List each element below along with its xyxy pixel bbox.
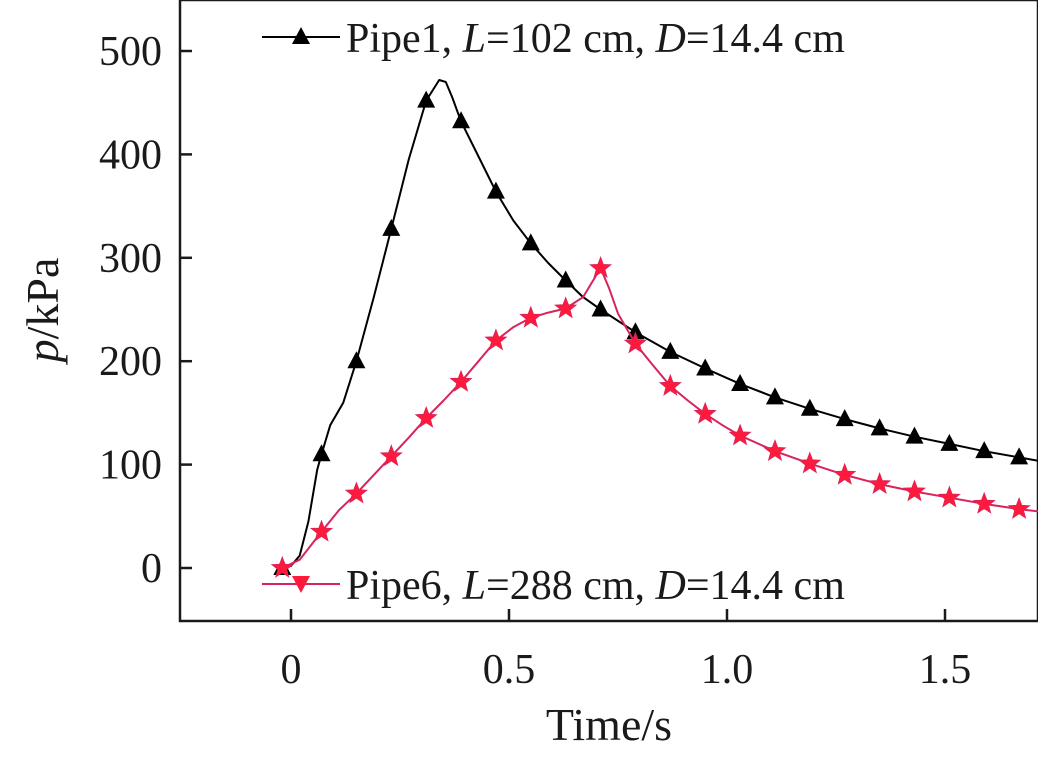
data-point-triangle	[591, 299, 610, 317]
x-tick-label: 0.5	[483, 647, 536, 693]
data-point-star	[868, 472, 892, 495]
x-tick-label: 1.0	[701, 647, 754, 693]
data-point-triangle	[1010, 447, 1029, 465]
y-axis-title: p/kPa	[17, 258, 68, 366]
data-point-star	[693, 401, 717, 424]
data-point-star	[833, 462, 857, 485]
data-point-triangle	[312, 444, 331, 462]
x-axis: 0 0.5 1.0 1.5	[281, 609, 972, 693]
data-point-triangle	[765, 387, 784, 405]
data-point-star	[937, 485, 961, 508]
data-point-star	[623, 331, 648, 354]
x-tick-label: 1.5	[919, 647, 972, 693]
data-point-triangle	[870, 418, 889, 436]
data-point-star	[344, 481, 368, 504]
series-layer	[270, 79, 1038, 578]
series-line-1	[282, 79, 1038, 569]
data-point-triangle	[556, 270, 575, 288]
data-point-star	[414, 405, 438, 428]
legend-marker-down-triangle-icon	[292, 576, 310, 593]
data-point-star	[728, 423, 752, 446]
legend-entry-pipe6: Pipe6, L=288 cm, D=14.4 cm	[262, 563, 845, 609]
data-point-star	[519, 305, 543, 328]
legend-marker-triangle-icon	[292, 27, 310, 44]
data-point-triangle	[835, 409, 854, 427]
data-point-triangle	[452, 111, 471, 129]
plot-frame	[178, 0, 1038, 623]
data-point-star	[1007, 496, 1031, 519]
data-point-triangle	[521, 233, 540, 251]
legend-label-pipe1: Pipe1, L=102 cm, D=14.4 cm	[346, 16, 845, 62]
data-point-star	[554, 296, 578, 319]
y-tick-label: 400	[99, 132, 162, 178]
data-point-triangle	[940, 433, 959, 451]
y-tick-label: 100	[99, 443, 162, 489]
data-point-triangle	[800, 398, 819, 416]
legend-label-pipe6: Pipe6, L=288 cm, D=14.4 cm	[346, 563, 845, 609]
legend-entry-pipe1: Pipe1, L=102 cm, D=14.4 cm	[262, 16, 845, 62]
data-point-star	[902, 479, 926, 502]
y-axis: 0 100 200 300 400 500	[99, 29, 192, 592]
data-point-triangle	[486, 181, 505, 199]
y-tick-label: 300	[99, 236, 162, 282]
data-point-star	[484, 328, 508, 351]
data-point-triangle	[975, 441, 994, 459]
y-tick-label: 500	[99, 29, 162, 75]
data-point-star	[658, 373, 682, 396]
series-line-2	[281, 267, 1038, 569]
data-point-triangle	[905, 426, 924, 444]
data-point-star	[589, 255, 613, 278]
y-tick-label: 0	[141, 546, 162, 592]
data-point-star	[449, 369, 473, 392]
data-point-star	[798, 451, 822, 474]
x-axis-title: Time/s	[546, 699, 672, 750]
data-point-star	[310, 519, 334, 542]
data-point-star	[270, 555, 294, 578]
data-point-triangle	[731, 373, 750, 391]
data-point-star	[763, 439, 787, 462]
data-point-star	[379, 444, 403, 467]
y-tick-label: 200	[99, 339, 162, 385]
x-tick-label: 0	[281, 647, 302, 693]
data-point-star	[972, 491, 996, 514]
data-point-triangle	[661, 341, 680, 359]
data-point-triangle	[696, 358, 715, 376]
data-point-triangle	[347, 351, 366, 369]
data-point-triangle	[417, 90, 436, 108]
data-point-triangle	[382, 218, 401, 236]
